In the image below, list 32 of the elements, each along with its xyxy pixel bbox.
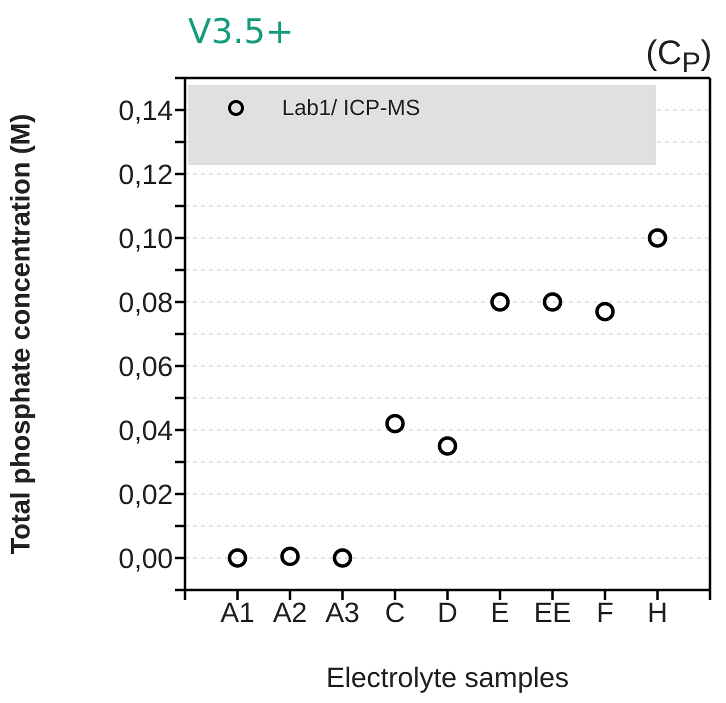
x-tick-label: A3 (325, 596, 360, 628)
y-tick-label: 0,04 (118, 414, 173, 446)
legend-label: Lab1/ ICP-MS (282, 95, 420, 121)
y-tick-label: 0,08 (118, 286, 173, 318)
x-tick-label: A2 (272, 596, 308, 628)
y-axis-title: Total phosphate concentration (M) (6, 114, 36, 554)
y-tick-label: 0,06 (118, 350, 173, 382)
point (595, 302, 615, 322)
chart-title: V3.5+ (188, 12, 294, 52)
x-axis-title: Electrolyte samples (326, 662, 569, 693)
y-tick-label: 0,02 (118, 478, 173, 510)
x-tick-label: EE (534, 596, 572, 628)
y-tick-label: 0,00 (118, 542, 173, 574)
x-tick-label: D (437, 596, 458, 628)
x-tick-label: H (647, 596, 668, 628)
point (648, 228, 668, 248)
x-tick-label: F (596, 596, 614, 628)
point (280, 546, 300, 566)
x-tick-label: E (490, 596, 510, 628)
point (228, 548, 248, 568)
point (542, 292, 562, 312)
annotation: (C$_{P}$) (646, 34, 712, 80)
point (438, 436, 458, 456)
point (490, 292, 510, 312)
y-tick-label: 0,10 (118, 222, 173, 254)
point (332, 548, 352, 568)
y-tick-label: 0,14 (118, 94, 173, 126)
point (385, 414, 405, 434)
y-tick-label: 0,12 (118, 158, 173, 190)
x-tick-label: C (384, 596, 406, 628)
legend-box: Lab1/ ICP-MS (188, 85, 656, 165)
x-tick-label: A1 (220, 596, 255, 628)
